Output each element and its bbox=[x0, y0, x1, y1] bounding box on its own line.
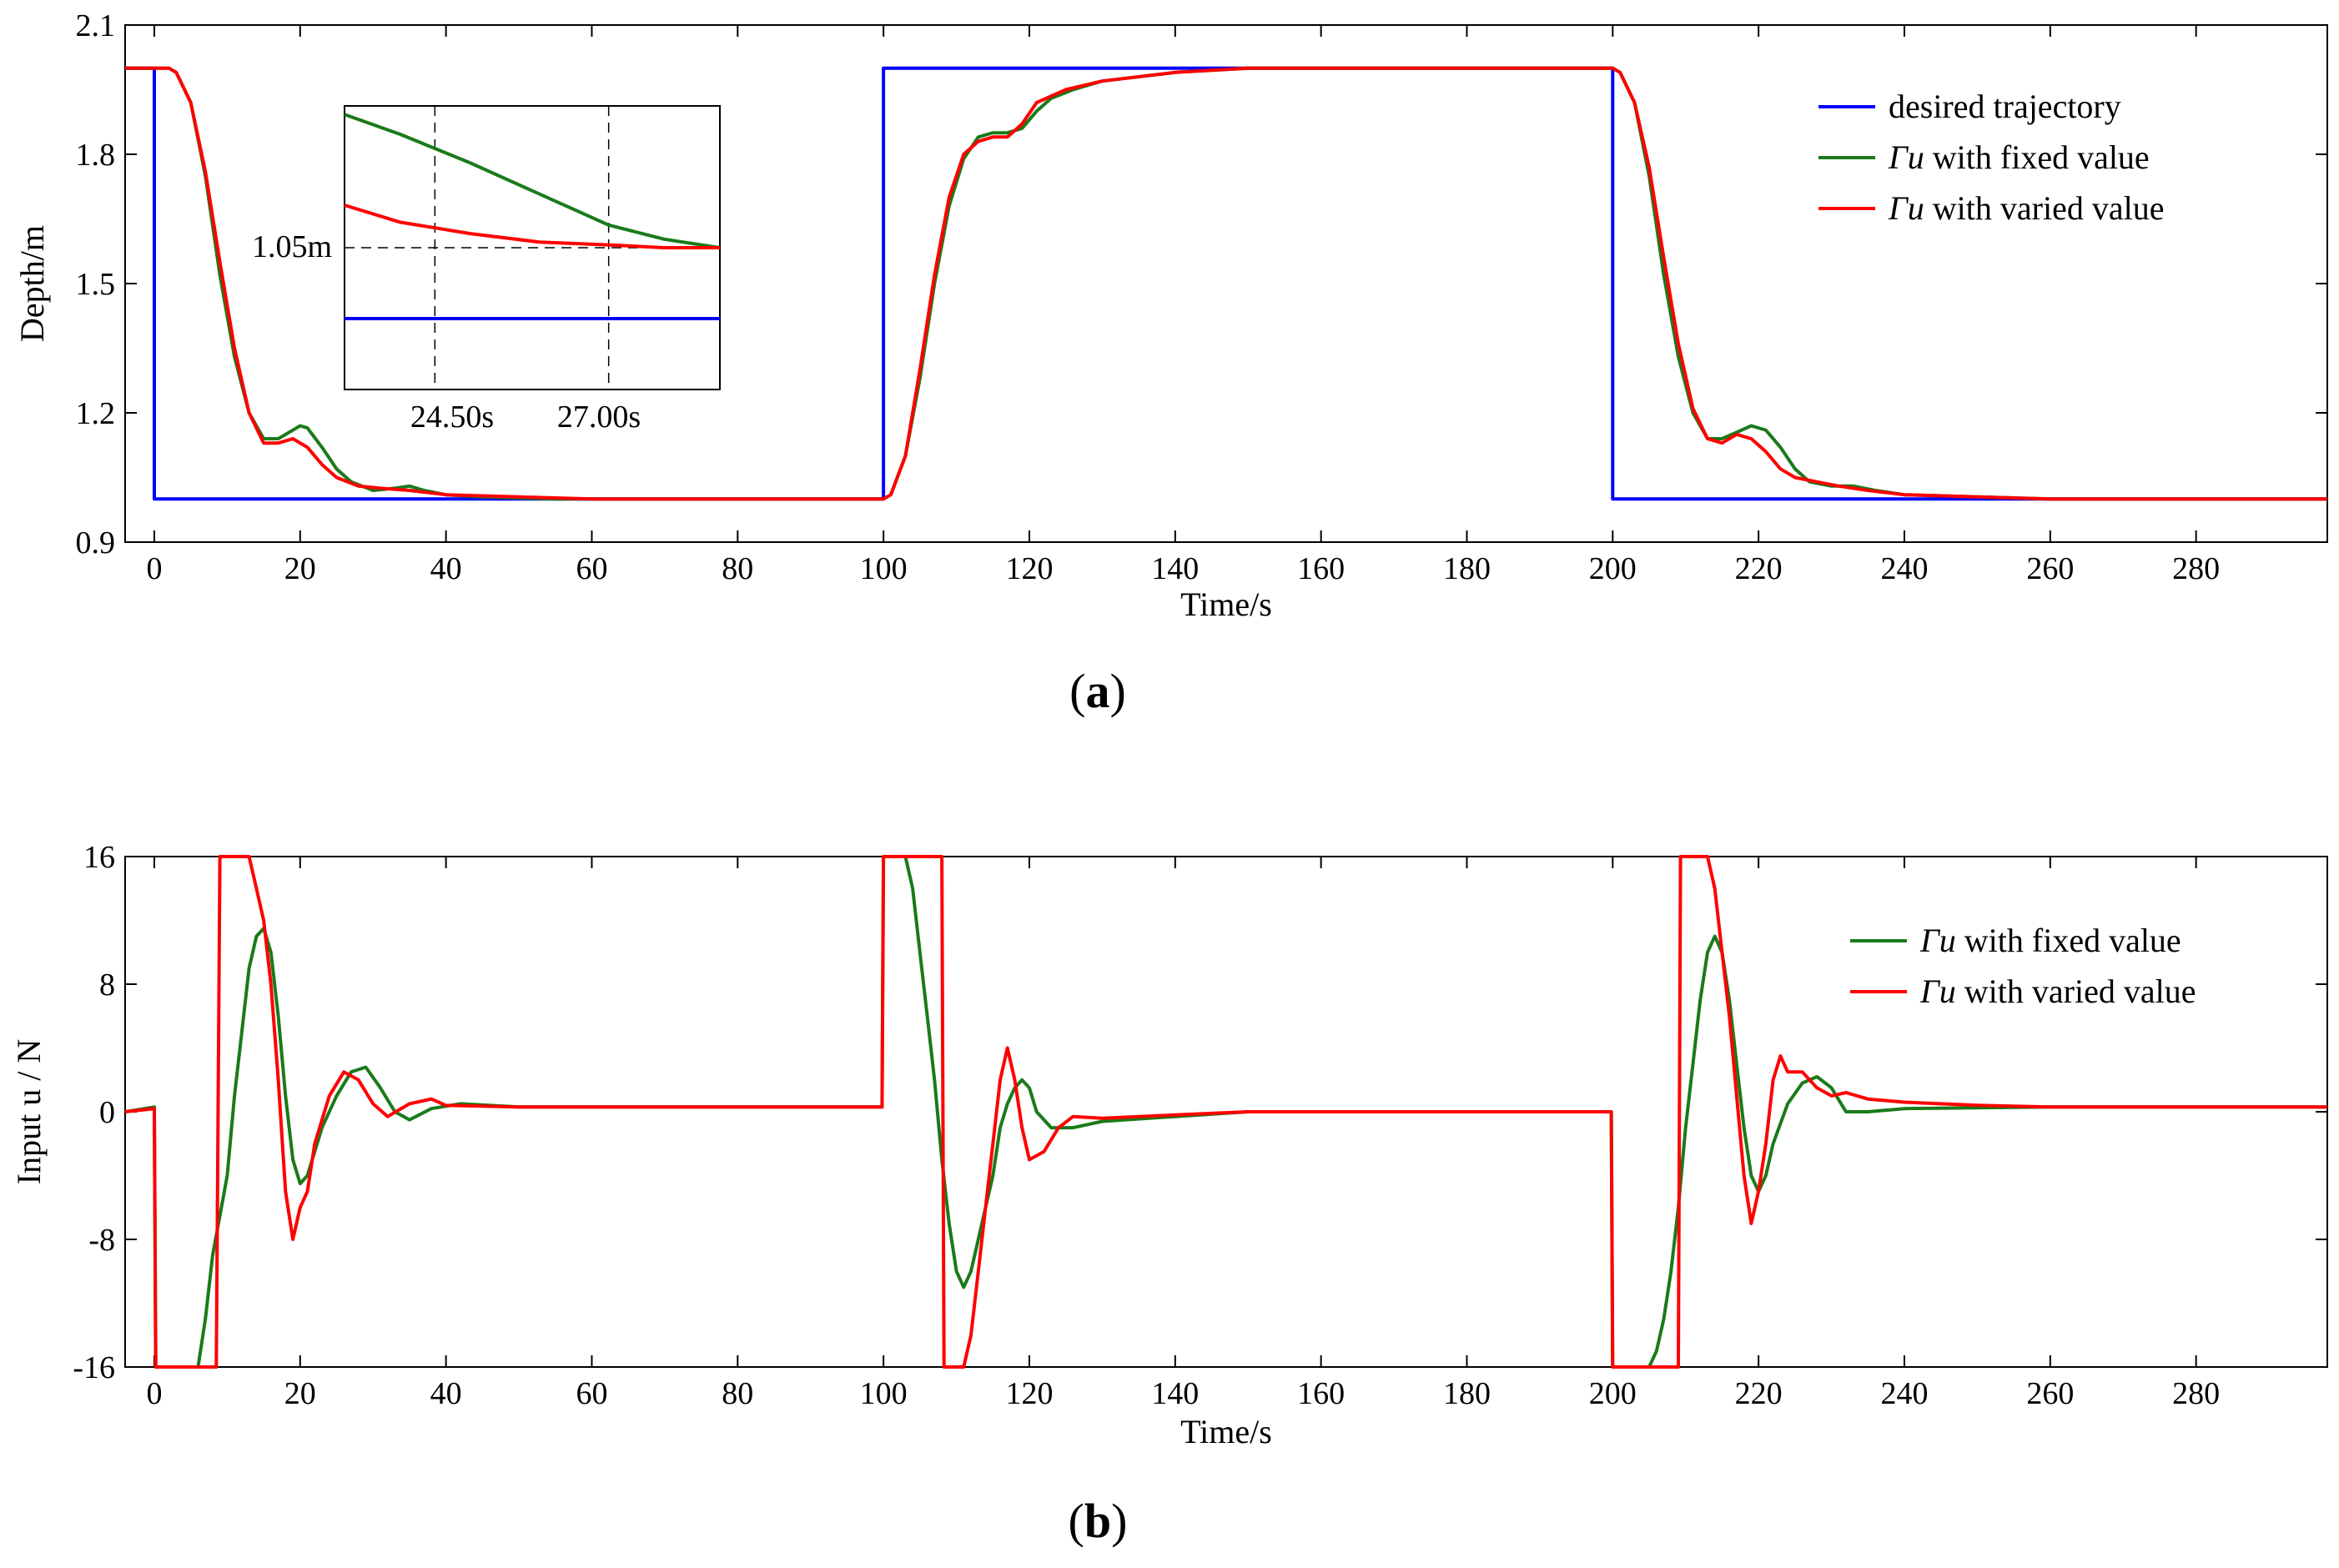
panel-a-series bbox=[125, 66, 2327, 501]
x-tick-label: 160 bbox=[1297, 1376, 1345, 1411]
x-tick-label: 200 bbox=[1589, 1376, 1637, 1411]
y-tick-label: 0 bbox=[99, 1095, 115, 1130]
panel-a-caption: (a) bbox=[1069, 664, 1126, 718]
panel-a-caption-close: ) bbox=[1110, 664, 1126, 718]
series-line-varied bbox=[124, 855, 2327, 1369]
panel-a-caption-open: ( bbox=[1069, 664, 1085, 718]
legend-text-varied: with varied value bbox=[1924, 189, 2165, 227]
panel-a-zoom-inset: 1.05m 24.50s 27.00s bbox=[252, 105, 721, 435]
x-tick-label: 240 bbox=[1880, 1376, 1928, 1411]
x-tick-label: 0 bbox=[146, 551, 162, 586]
x-tick-label: 40 bbox=[430, 551, 462, 586]
legend-label-fixed: Γu with fixed value bbox=[1919, 922, 2181, 959]
x-tick-label: 200 bbox=[1589, 551, 1637, 586]
legend-symbol-fixed: Γu bbox=[1888, 138, 1924, 176]
panel-a-xlabel: Time/s bbox=[1180, 585, 1272, 623]
panel-a-ylabel: Depth/m bbox=[13, 225, 51, 342]
x-tick-label: 280 bbox=[2172, 1376, 2220, 1411]
x-tick-label: 220 bbox=[1735, 551, 1783, 586]
y-tick-label: 1.8 bbox=[76, 138, 116, 173]
legend-symbol-fixed: Γu bbox=[1919, 922, 1956, 959]
legend-text-fixed: with fixed value bbox=[1924, 138, 2150, 176]
panel-b-legend: Γu with fixed value Γu with varied value bbox=[1850, 922, 2196, 1010]
x-tick-label: 40 bbox=[430, 1376, 462, 1411]
x-tick-label: 120 bbox=[1005, 1376, 1053, 1411]
x-tick-label: 100 bbox=[860, 1376, 908, 1411]
legend-symbol-varied: Γu bbox=[1888, 189, 1924, 227]
legend-symbol-varied: Γu bbox=[1919, 972, 1956, 1010]
legend-label-varied: Γu with varied value bbox=[1888, 189, 2164, 227]
legend-label-fixed: Γu with fixed value bbox=[1888, 138, 2150, 176]
y-tick-label: 8 bbox=[99, 967, 115, 1003]
x-tick-label: 60 bbox=[576, 1376, 607, 1411]
inset-series-line-varied bbox=[344, 204, 720, 249]
panel-b-ticks: 0 20 40 60 80 100 120 140 160 180 200 220 240 260 280-… bbox=[73, 840, 2327, 1411]
legend-text-desired: desired trajectory bbox=[1889, 88, 2121, 125]
inset-ref-label: 1.05m bbox=[252, 229, 332, 264]
inset-grid bbox=[345, 106, 720, 389]
x-tick-label: 180 bbox=[1443, 1376, 1491, 1411]
panel-b-caption-letter: b bbox=[1084, 1494, 1111, 1548]
x-tick-label: 80 bbox=[722, 1376, 753, 1411]
x-tick-label: 260 bbox=[2026, 1376, 2074, 1411]
panel-b-xlabel: Time/s bbox=[1180, 1413, 1272, 1450]
panel-b-caption-close: ) bbox=[1111, 1494, 1127, 1548]
y-tick-label: 1.5 bbox=[76, 267, 116, 302]
x-tick-label: 120 bbox=[1005, 551, 1053, 586]
x-tick-label: 260 bbox=[2026, 551, 2074, 586]
x-tick-label: 60 bbox=[576, 551, 607, 586]
panel-a-caption-letter: a bbox=[1086, 664, 1110, 718]
x-tick-label: 20 bbox=[284, 1376, 316, 1411]
x-tick-label: 220 bbox=[1735, 1376, 1783, 1411]
panel-b-ylabel: Input u / N bbox=[10, 1039, 48, 1184]
x-tick-label: 0 bbox=[146, 1376, 162, 1411]
inset-xtick-label: 24.50s bbox=[410, 400, 494, 435]
legend-text-fixed: with fixed value bbox=[1956, 922, 2181, 959]
x-tick-label: 100 bbox=[860, 551, 908, 586]
inset-series bbox=[344, 113, 721, 320]
y-tick-label: -16 bbox=[73, 1350, 115, 1385]
panel-b-caption-open: ( bbox=[1069, 1494, 1084, 1548]
panel-b-chart: 0 20 40 60 80 100 120 140 160 180 200 220 240 260 280-… bbox=[10, 840, 2328, 1548]
x-tick-label: 20 bbox=[284, 551, 316, 586]
panel-b-caption: (b) bbox=[1069, 1494, 1128, 1548]
y-tick-label: 16 bbox=[83, 840, 115, 875]
y-tick-label: -8 bbox=[88, 1223, 115, 1258]
panel-a-chart: 0 20 40 60 80 100 120 140 160 180 200 220 240 260 280 0… bbox=[13, 8, 2328, 718]
inset-xtick-label: 27.00s bbox=[557, 400, 641, 435]
x-tick-label: 80 bbox=[722, 551, 753, 586]
inset-series-line-fixed bbox=[344, 113, 721, 249]
legend-text-varied: with varied value bbox=[1956, 972, 2196, 1010]
legend-label-varied: Γu with varied value bbox=[1919, 972, 2196, 1010]
x-tick-label: 180 bbox=[1443, 551, 1491, 586]
panel-a-legend: desired trajectory Γu with fixed value Γ… bbox=[1818, 88, 2164, 227]
x-tick-label: 280 bbox=[2172, 551, 2220, 586]
x-tick-label: 140 bbox=[1151, 551, 1199, 586]
series-line-fixed bbox=[125, 66, 2327, 501]
x-tick-label: 160 bbox=[1297, 551, 1345, 586]
series-line-desired bbox=[125, 66, 2327, 501]
y-tick-label: 0.9 bbox=[76, 525, 116, 560]
panel-a-ticks: 0 20 40 60 80 100 120 140 160 180 200 220 240 260 280 0… bbox=[76, 8, 2327, 586]
x-tick-label: 240 bbox=[1880, 551, 1928, 586]
x-tick-label: 140 bbox=[1151, 1376, 1199, 1411]
y-tick-label: 1.2 bbox=[76, 396, 116, 431]
series-line-varied bbox=[125, 66, 2327, 501]
y-tick-label: 2.1 bbox=[76, 8, 116, 43]
panel-b-series bbox=[124, 855, 2327, 1369]
legend-label-desired: desired trajectory bbox=[1889, 88, 2121, 125]
